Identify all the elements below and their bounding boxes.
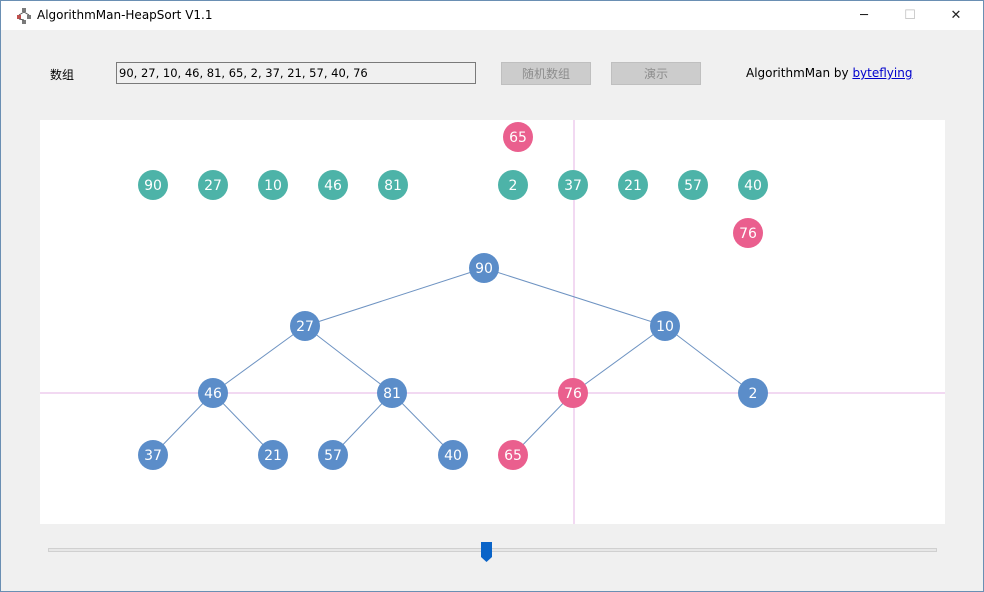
svg-text:27: 27 (296, 319, 314, 335)
array-node: 40 (738, 170, 768, 200)
heap-visualization: 90 27 10 46 81 2 37 21 57 40 65 76 90 27… (40, 120, 945, 524)
tree-node-highlighted: 76 (558, 378, 588, 408)
tree-node: 2 (738, 378, 768, 408)
tree-node: 27 (290, 311, 320, 341)
array-node: 57 (678, 170, 708, 200)
svg-text:2: 2 (749, 386, 758, 402)
visualization-canvas: 90 27 10 46 81 2 37 21 57 40 65 76 90 27… (40, 120, 945, 524)
credit-prefix: AlgorithmMan by (746, 66, 853, 80)
array-node: 37 (558, 170, 588, 200)
credit-text: AlgorithmMan by byteflying (746, 66, 912, 80)
svg-text:10: 10 (656, 319, 674, 335)
array-node: 2 (498, 170, 528, 200)
tree-node: 46 (198, 378, 228, 408)
tree-node: 10 (650, 311, 680, 341)
svg-text:37: 37 (144, 448, 162, 464)
app-tree-icon (17, 8, 31, 24)
tree-node: 37 (138, 440, 168, 470)
tree-node: 40 (438, 440, 468, 470)
array-input[interactable] (116, 62, 476, 84)
tree-edge (572, 325, 666, 394)
heap-tree: 90 27 10 46 81 76 2 37 21 57 40 65 (138, 253, 768, 470)
array-node: 27 (198, 170, 228, 200)
svg-text:21: 21 (624, 178, 642, 194)
svg-text:76: 76 (739, 226, 757, 242)
svg-text:81: 81 (384, 178, 402, 194)
svg-text:57: 57 (684, 178, 702, 194)
array-node: 81 (378, 170, 408, 200)
svg-text:65: 65 (509, 130, 527, 146)
array-row: 90 27 10 46 81 2 37 21 57 40 (138, 170, 768, 200)
svg-text:10: 10 (264, 178, 282, 194)
tree-node: 81 (377, 378, 407, 408)
floating-node: 76 (733, 218, 763, 248)
tree-edge (304, 267, 485, 327)
svg-text:76: 76 (564, 386, 582, 402)
tree-edges (152, 267, 754, 456)
random-array-button[interactable]: 随机数组 (501, 62, 591, 85)
svg-text:40: 40 (744, 178, 762, 194)
array-node: 90 (138, 170, 168, 200)
svg-text:27: 27 (204, 178, 222, 194)
svg-text:57: 57 (324, 448, 342, 464)
tree-node: 57 (318, 440, 348, 470)
svg-text:46: 46 (324, 178, 342, 194)
floating-node: 65 (503, 122, 533, 152)
svg-text:2: 2 (509, 178, 518, 194)
tree-edge (483, 267, 666, 327)
credit-link[interactable]: byteflying (852, 66, 913, 80)
tree-node: 21 (258, 440, 288, 470)
tree-edge (664, 325, 754, 394)
speed-slider-thumb[interactable] (481, 542, 492, 562)
tree-node: 90 (469, 253, 499, 283)
array-node: 21 (618, 170, 648, 200)
close-icon: ✕ (950, 8, 962, 23)
tree-node-highlighted: 65 (498, 440, 528, 470)
window-title: AlgorithmMan-HeapSort V1.1 (37, 8, 213, 22)
svg-text:40: 40 (444, 448, 462, 464)
array-node: 46 (318, 170, 348, 200)
maximize-icon: ☐ (904, 8, 916, 23)
svg-text:21: 21 (264, 448, 282, 464)
svg-text:65: 65 (504, 448, 522, 464)
tree-edge (304, 325, 393, 394)
array-label: 数组 (50, 68, 75, 82)
svg-text:81: 81 (383, 386, 401, 402)
title-bar[interactable]: AlgorithmMan-HeapSort V1.1 ─ ☐ ✕ (1, 1, 983, 30)
array-node: 10 (258, 170, 288, 200)
svg-text:46: 46 (204, 386, 222, 402)
demo-button[interactable]: 演示 (611, 62, 701, 85)
speed-slider-track[interactable] (48, 548, 937, 552)
svg-text:90: 90 (144, 178, 162, 194)
minimize-button[interactable]: ─ (841, 1, 887, 30)
tree-edge (212, 325, 306, 394)
close-button[interactable]: ✕ (933, 1, 979, 30)
minimize-icon: ─ (860, 8, 868, 23)
svg-text:90: 90 (475, 261, 493, 277)
maximize-button[interactable]: ☐ (887, 1, 933, 30)
svg-text:37: 37 (564, 178, 582, 194)
